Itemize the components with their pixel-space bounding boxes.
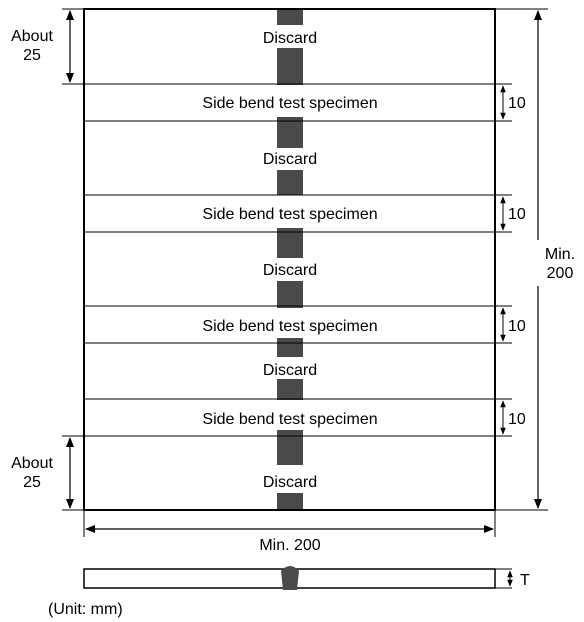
specimen-width-label: 10	[508, 411, 526, 428]
specimen-width-label: 10	[508, 206, 526, 223]
weld-bead-segment	[277, 228, 303, 258]
unit-note: (Unit: mm)	[48, 601, 123, 618]
specimen-label: Side bend test specimen	[202, 318, 377, 335]
about-label: About	[11, 28, 53, 45]
thickness-label: T	[520, 572, 530, 589]
weld-bead-segment	[277, 9, 303, 25]
weld-bead-segment	[277, 117, 303, 148]
about-value: 25	[23, 47, 41, 64]
top-discard-dimension: About 25	[11, 8, 84, 85]
specimen-width-label: 10	[508, 318, 526, 335]
weld-cross-section	[281, 566, 299, 590]
specimen-label: Side bend test specimen	[202, 411, 377, 428]
discard-label: Discard	[263, 151, 317, 168]
weld-bead-segment	[277, 379, 303, 400]
min-label: Min.	[545, 246, 575, 263]
plate-cross-section: T	[83, 566, 530, 590]
bottom-discard-dimension: About 25	[11, 435, 84, 511]
weld-bead-segment	[277, 170, 303, 195]
discard-label: Discard	[263, 362, 317, 379]
min-value: 200	[547, 265, 574, 282]
about-value: 25	[23, 474, 41, 491]
plate-width-dimension: Min. 200	[83, 510, 496, 554]
weld-bead-segment	[277, 48, 303, 85]
weld-bead-segment	[277, 281, 303, 308]
plate-outline	[83, 8, 496, 511]
plate-height-dimension: Min. 200	[495, 8, 578, 511]
specimen-width-dimensions	[495, 83, 512, 437]
specimen-label: Side bend test specimen	[202, 95, 377, 112]
specimen-width-label: 10	[508, 95, 526, 112]
weld-bead-segment	[277, 338, 303, 357]
about-label: About	[11, 455, 53, 472]
weld-bead-segment	[277, 430, 303, 465]
width-label: Min. 200	[259, 537, 320, 554]
discard-label: Discard	[263, 474, 317, 491]
discard-label: Discard	[263, 30, 317, 47]
cut-lines	[84, 83, 495, 437]
specimen-label: Side bend test specimen	[202, 206, 377, 223]
discard-label: Discard	[263, 262, 317, 279]
weld-bead-segment	[277, 493, 303, 510]
